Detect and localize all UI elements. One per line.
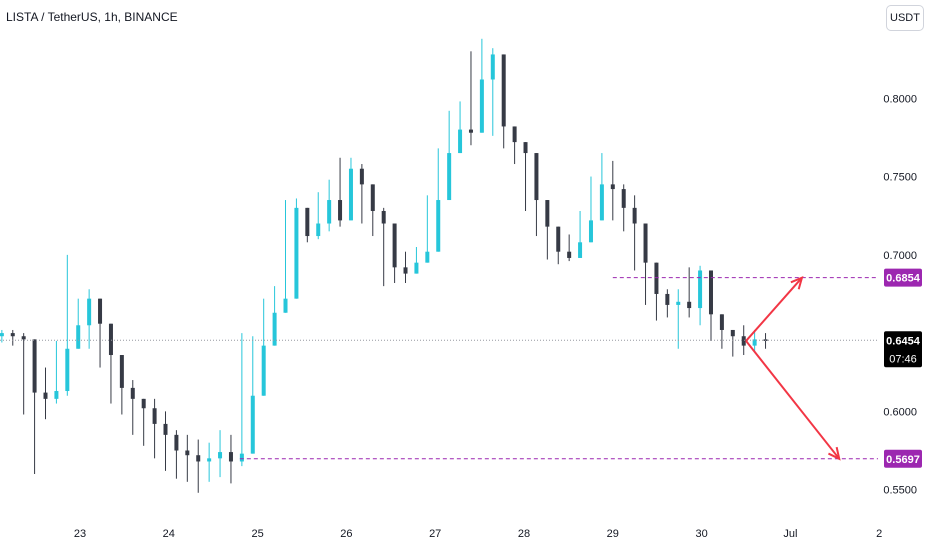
candle-body bbox=[130, 387, 135, 399]
chart-title: LISTA / TetherUS, 1h, BINANCE bbox=[6, 10, 178, 24]
candle-body bbox=[185, 450, 190, 456]
candle-body bbox=[65, 348, 70, 392]
candle-body bbox=[141, 398, 146, 409]
candle-body bbox=[425, 251, 430, 263]
candle-body bbox=[327, 200, 332, 224]
candle-body bbox=[54, 391, 59, 399]
candle-body bbox=[207, 458, 212, 462]
candle-body bbox=[10, 333, 15, 337]
candle-body bbox=[108, 323, 113, 356]
candle-body bbox=[632, 207, 637, 224]
candle-body bbox=[501, 54, 506, 127]
candle-body bbox=[687, 301, 692, 309]
candle-body bbox=[218, 452, 223, 459]
candle-body bbox=[283, 298, 288, 313]
candle-body bbox=[0, 333, 4, 337]
candle-body bbox=[512, 126, 517, 143]
bearish-arrow-head bbox=[828, 446, 841, 461]
countdown-label: 07:46 bbox=[889, 353, 917, 365]
candle-body bbox=[621, 189, 626, 208]
candle-body bbox=[32, 339, 37, 393]
candle-body bbox=[338, 200, 343, 221]
candle-body bbox=[414, 262, 419, 274]
candle-body bbox=[567, 251, 572, 258]
bullish-arrow-head bbox=[790, 275, 804, 290]
candle-body bbox=[588, 220, 593, 243]
candle-body bbox=[490, 54, 495, 80]
x-tick-label: 28 bbox=[518, 528, 530, 540]
x-tick-label: 29 bbox=[607, 528, 619, 540]
x-tick-label: Jul bbox=[783, 528, 797, 540]
candle-body bbox=[458, 129, 463, 154]
x-tick-label: 2 bbox=[876, 528, 882, 540]
candle-body bbox=[610, 184, 615, 190]
level-badge bbox=[884, 268, 922, 287]
y-tick-label: 0.7500 bbox=[883, 172, 917, 184]
candle-body bbox=[76, 325, 81, 349]
candle-body bbox=[163, 423, 168, 435]
candle-body bbox=[468, 129, 473, 133]
candle-body bbox=[348, 168, 353, 221]
y-tick-label: 0.7000 bbox=[883, 250, 917, 262]
x-tick-label: 30 bbox=[695, 528, 707, 540]
candle-body bbox=[152, 408, 157, 424]
candle-body bbox=[556, 226, 561, 252]
y-tick-label: 0.8000 bbox=[883, 93, 917, 105]
candle-body bbox=[250, 395, 255, 454]
candle-body bbox=[370, 184, 375, 211]
candle-body bbox=[752, 339, 757, 346]
candle-body bbox=[261, 345, 266, 396]
y-tick-label: 0.6000 bbox=[883, 406, 917, 418]
candle-body bbox=[119, 355, 124, 388]
candle-body bbox=[305, 207, 310, 237]
last-price-badge bbox=[884, 331, 922, 368]
candle-body bbox=[381, 210, 386, 224]
bearish-arrow bbox=[745, 340, 841, 460]
candle-body bbox=[665, 293, 670, 305]
candle-body bbox=[479, 79, 484, 133]
candle-body bbox=[643, 223, 648, 263]
candle-body bbox=[43, 392, 48, 399]
last-price-label: 0.6454 bbox=[886, 335, 921, 347]
candle-body bbox=[392, 223, 397, 268]
candle-body bbox=[545, 200, 550, 227]
level-badge-label: 0.5697 bbox=[886, 454, 920, 466]
level-badge bbox=[884, 449, 922, 468]
x-tick-label: 23 bbox=[74, 528, 86, 540]
candle-body bbox=[98, 298, 103, 324]
candle-body bbox=[698, 270, 703, 309]
candle-body bbox=[294, 207, 299, 299]
y-tick-label: 0.5500 bbox=[883, 485, 917, 497]
candle-body bbox=[359, 168, 364, 185]
bullish-arrow bbox=[745, 277, 803, 342]
candle-body bbox=[403, 267, 408, 274]
candle-body bbox=[730, 329, 735, 337]
candle-body bbox=[534, 153, 539, 201]
x-tick-label: 25 bbox=[251, 528, 263, 540]
candle-body bbox=[21, 336, 26, 340]
x-tick-label: 26 bbox=[340, 528, 352, 540]
candle-body bbox=[174, 434, 179, 451]
level-badge-label: 0.6854 bbox=[886, 273, 921, 285]
candle-body bbox=[654, 262, 659, 294]
candle-body bbox=[436, 200, 441, 252]
candle-body bbox=[196, 455, 201, 462]
candle-body bbox=[578, 242, 583, 258]
candle-body bbox=[272, 312, 277, 346]
candle-body bbox=[447, 153, 452, 201]
candle-body bbox=[87, 298, 92, 326]
x-tick-label: 27 bbox=[429, 528, 441, 540]
candle-body bbox=[741, 336, 746, 346]
x-tick-label: 24 bbox=[163, 528, 175, 540]
candle-body bbox=[228, 452, 233, 462]
candle-body bbox=[599, 184, 604, 221]
candle-body bbox=[239, 453, 244, 462]
currency-button[interactable]: USDT bbox=[886, 5, 924, 31]
candle-body bbox=[676, 301, 681, 305]
candle-body bbox=[708, 270, 713, 315]
candle-body bbox=[316, 223, 321, 237]
candle-body bbox=[523, 142, 528, 154]
candle-body bbox=[719, 314, 724, 330]
